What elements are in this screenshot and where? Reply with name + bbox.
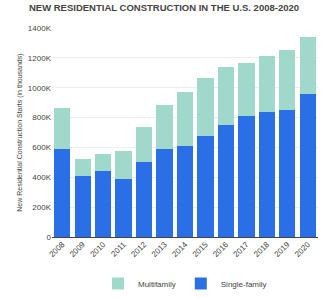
svg-text:2012: 2012 bbox=[129, 240, 148, 259]
svg-text:2013: 2013 bbox=[150, 240, 169, 259]
svg-text:2008: 2008 bbox=[48, 240, 67, 259]
svg-text:2011: 2011 bbox=[109, 240, 128, 259]
svg-text:Single-family: Single-family bbox=[221, 280, 267, 289]
svg-text:400K: 400K bbox=[32, 173, 51, 182]
svg-text:2015: 2015 bbox=[191, 240, 210, 259]
svg-text:2018: 2018 bbox=[252, 240, 271, 259]
svg-text:1000K: 1000K bbox=[28, 84, 52, 93]
svg-text:0: 0 bbox=[47, 233, 52, 242]
svg-text:New Residential Construction S: New Residential Construction Starts (in … bbox=[16, 53, 24, 211]
svg-text:2017: 2017 bbox=[232, 240, 251, 259]
svg-text:1200K: 1200K bbox=[28, 54, 52, 63]
svg-text:2016: 2016 bbox=[211, 240, 230, 259]
svg-text:2019: 2019 bbox=[273, 240, 292, 259]
svg-text:1400K: 1400K bbox=[28, 24, 52, 33]
svg-text:2009: 2009 bbox=[68, 240, 87, 259]
svg-text:2020: 2020 bbox=[293, 240, 312, 259]
svg-text:2010: 2010 bbox=[88, 240, 107, 259]
svg-text:NEW RESIDENTIAL CONSTRUCTION I: NEW RESIDENTIAL CONSTRUCTION IN THE U.S.… bbox=[29, 2, 299, 13]
svg-text:200K: 200K bbox=[32, 203, 51, 212]
svg-text:Multifamily: Multifamily bbox=[138, 280, 176, 289]
svg-text:2014: 2014 bbox=[170, 240, 189, 259]
svg-text:600K: 600K bbox=[32, 143, 51, 152]
svg-text:800K: 800K bbox=[32, 113, 51, 122]
